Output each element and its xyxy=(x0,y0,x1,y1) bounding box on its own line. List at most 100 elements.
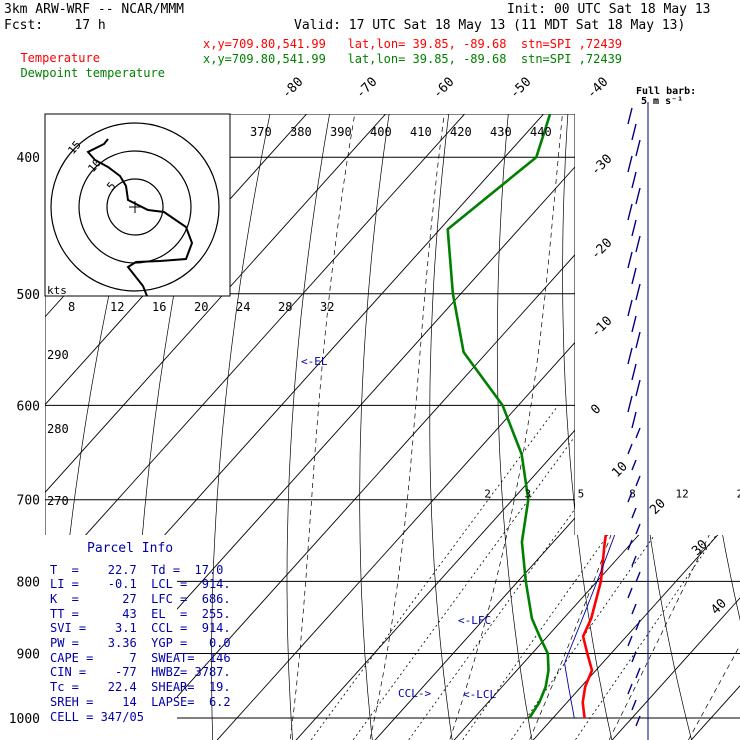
wind-barb xyxy=(627,299,633,317)
wind-barb xyxy=(631,555,637,567)
dry-adiabat xyxy=(359,114,610,740)
model-title: 3km ARW-WRF -- NCAR/MMM xyxy=(4,2,185,17)
wind-barb xyxy=(635,139,641,157)
wind-barb xyxy=(635,235,641,253)
wind-barb xyxy=(631,699,637,711)
wind-barb xyxy=(627,395,633,413)
theta-label: 420 xyxy=(450,125,472,139)
wind-barb xyxy=(635,667,641,679)
wind-barb xyxy=(627,203,633,221)
wind-barb xyxy=(627,107,633,125)
isotherm-label: -40 xyxy=(584,75,611,102)
parcel-row: CAPE = 7 SWEAT= 146 xyxy=(50,651,231,665)
hodograph-ring xyxy=(50,122,220,292)
wind-barb xyxy=(635,475,641,487)
isotherm-line xyxy=(51,114,740,740)
pressure-tick-label: 800 xyxy=(17,575,40,590)
parcel-info-title: Parcel Info xyxy=(87,541,173,556)
isotherm-line xyxy=(525,114,740,740)
wind-barb xyxy=(635,283,641,301)
mixing-ratio-line xyxy=(505,405,740,740)
hodograph-speed-label: 20 xyxy=(194,300,208,314)
hodograph-speed-label: 8 xyxy=(68,300,75,314)
wind-barb xyxy=(631,459,637,471)
wind-barb xyxy=(627,443,633,455)
isotherm-line xyxy=(130,114,740,740)
pressure-tick-label: 900 xyxy=(17,648,40,663)
pressure-tick-label: 1000 xyxy=(9,712,40,727)
theta-label: 290 xyxy=(47,348,69,362)
dry-adiabat xyxy=(562,114,733,740)
dry-adiabat xyxy=(429,114,651,740)
legend-dewpoint-info: x,y=709.80,541.99 lat,lon= 39.85, -89.68… xyxy=(203,52,623,66)
mixing-ratio-label: 20 xyxy=(737,488,740,501)
wind-barb xyxy=(631,651,637,663)
dry-adiabat xyxy=(625,114,740,740)
hodograph-ring xyxy=(106,178,164,236)
isotherm-label: -30 xyxy=(588,152,615,179)
lcl-annotation: <-LCL xyxy=(463,688,496,701)
theta-label: 390 xyxy=(330,125,352,139)
wind-barb xyxy=(635,523,641,535)
isotherm-line xyxy=(209,114,740,740)
parcel-row: SREH = 14 LAPSE= 6.2 xyxy=(50,695,231,709)
wind-barb xyxy=(627,539,633,551)
dry-adiabat xyxy=(211,114,529,740)
wind-barb xyxy=(631,315,637,333)
moist-adiabat xyxy=(367,114,519,740)
hodograph-speed-label: 28 xyxy=(278,300,292,314)
legend-temperature-label: Temperature xyxy=(20,51,100,65)
wind-barb xyxy=(631,219,637,237)
wind-barb xyxy=(631,267,637,285)
parcel-row: Tc = 22.4 SHEAR= 19. xyxy=(50,680,231,694)
dry-adiabat xyxy=(286,114,569,740)
legend-dewpoint: Dewpoint temperature xyxy=(6,52,165,80)
moist-adiabat xyxy=(683,114,740,740)
wind-barb xyxy=(635,187,641,205)
forecast-hour: Fcst: 17 h xyxy=(4,18,106,33)
pressure-tick-label: 700 xyxy=(17,494,40,509)
parcel-row: TT = 43 EL = 255. xyxy=(50,607,231,621)
theta-label: 380 xyxy=(290,125,312,139)
pressure-tick-label: 400 xyxy=(17,151,40,166)
dewpoint-line xyxy=(446,114,740,719)
isotherm-label: -10 xyxy=(588,314,615,341)
isotherm-label: 10 xyxy=(609,459,631,481)
parcel-row: T = 22.7 Td = 17.0 xyxy=(50,563,223,577)
wind-barb xyxy=(631,171,637,189)
hodograph-speed-label: 32 xyxy=(320,300,334,314)
wind-barb xyxy=(635,379,641,397)
isotherm-label: -50 xyxy=(507,75,534,102)
theta-label: 280 xyxy=(47,422,69,436)
hodograph-speed-label: 16 xyxy=(152,300,166,314)
theta-label: 370 xyxy=(250,125,272,139)
hodograph-speed-label: 24 xyxy=(236,300,250,314)
isotherm-label: 20 xyxy=(647,496,669,518)
theta-label: 400 xyxy=(370,125,392,139)
mixing-ratio-label: 5 xyxy=(578,488,585,501)
hodograph-trace xyxy=(86,138,194,297)
isotherm-label: -70 xyxy=(353,75,380,102)
ccl-annotation: CCL-> xyxy=(398,687,431,700)
isotherm-label: -20 xyxy=(588,236,615,263)
wind-barb xyxy=(635,571,641,583)
wind-barb xyxy=(627,251,633,269)
wind-barb xyxy=(627,683,633,695)
valid-time: Valid: 17 UTC Sat 18 May 13 (11 MDT Sat … xyxy=(294,18,686,33)
wind-barb xyxy=(627,155,633,173)
lfc-annotation: <-LFC xyxy=(458,614,491,627)
wind-barb xyxy=(627,491,633,503)
theta-label: 270 xyxy=(47,494,69,508)
moist-adiabat xyxy=(604,114,740,740)
legend-temperature-info: x,y=709.80,541.99 lat,lon= 39.85, -89.68… xyxy=(203,37,623,51)
wind-barb xyxy=(631,123,637,141)
wind-barb xyxy=(627,587,633,599)
wind-barb xyxy=(627,635,633,647)
mixing-ratio-line xyxy=(402,405,651,740)
mixing-ratio-label: 8 xyxy=(629,488,636,501)
parcel-info-panel: Parcel Info T = 22.7 Td = 17.0 LI = -0.1… xyxy=(50,541,231,724)
mixing-ratio-line xyxy=(304,405,559,740)
mixing-ratio-label: 2 xyxy=(484,488,491,501)
hodograph-units: kts xyxy=(47,284,67,297)
